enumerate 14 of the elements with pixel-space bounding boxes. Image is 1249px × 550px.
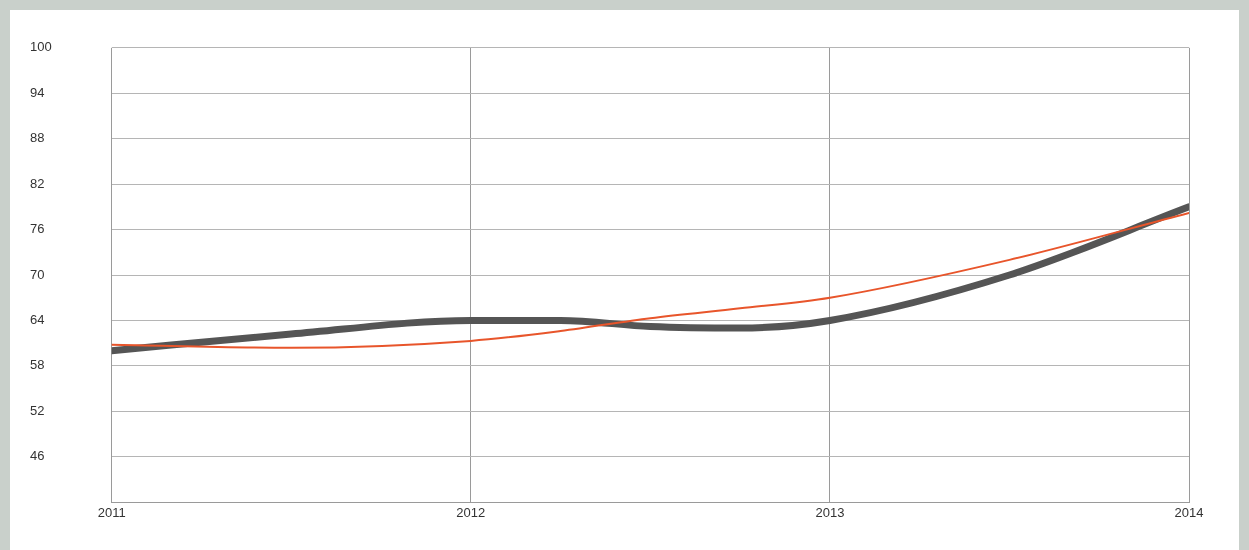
x-tick-label: 2013	[815, 504, 845, 520]
y-tick-label: 64	[30, 312, 45, 328]
y-tick-label: 88	[30, 130, 45, 146]
x-tick-label: 2012	[456, 504, 486, 520]
y-tick-label: 76	[30, 221, 45, 237]
y-tick-label: 100	[30, 39, 52, 55]
y-tick-label: 94	[30, 84, 45, 100]
x-tick-label: 2011	[97, 504, 126, 520]
x-tick-label: 2014	[1174, 504, 1204, 520]
y-tick-label: 58	[30, 357, 45, 373]
y-tick-label: 70	[30, 266, 45, 282]
y-tick-label: 46	[30, 448, 45, 464]
y-tick-label: 52	[30, 402, 45, 418]
y-tick-label: 82	[30, 175, 45, 191]
